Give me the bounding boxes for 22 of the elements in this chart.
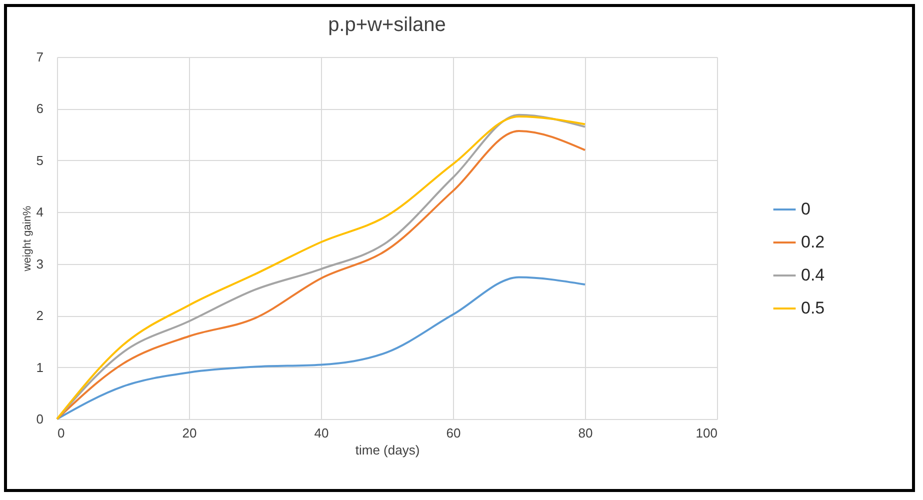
x-axis-title: time (days) [355,442,420,458]
line-series [56,276,586,420]
x-tick-label: 100 [696,426,718,440]
y-tick-label: 7 [36,50,44,64]
y-axis-title: weight gain% [21,206,34,272]
x-tick-label: 80 [578,426,593,440]
x-tick-label: 60 [446,426,461,440]
legend-label: 0 [801,200,810,218]
y-tick-label: 3 [36,256,44,272]
chart-title: p.p+w+silane [328,14,446,36]
x-tick-label: 20 [182,426,197,440]
x-tick-label: 40 [314,426,329,440]
y-tick-label: 4 [36,204,44,220]
y-tick-label: 1 [36,360,44,375]
legend-label: 0.2 [801,232,825,252]
y-tick-label: 2 [36,308,44,324]
legend-label: 0.4 [801,266,825,284]
y-tick-label: 5 [36,152,44,168]
x-tick-label: 0 [58,426,65,440]
legend-label: 0.5 [801,298,825,318]
y-tick-label: 6 [36,101,44,116]
y-tick-label: 0 [36,412,44,426]
